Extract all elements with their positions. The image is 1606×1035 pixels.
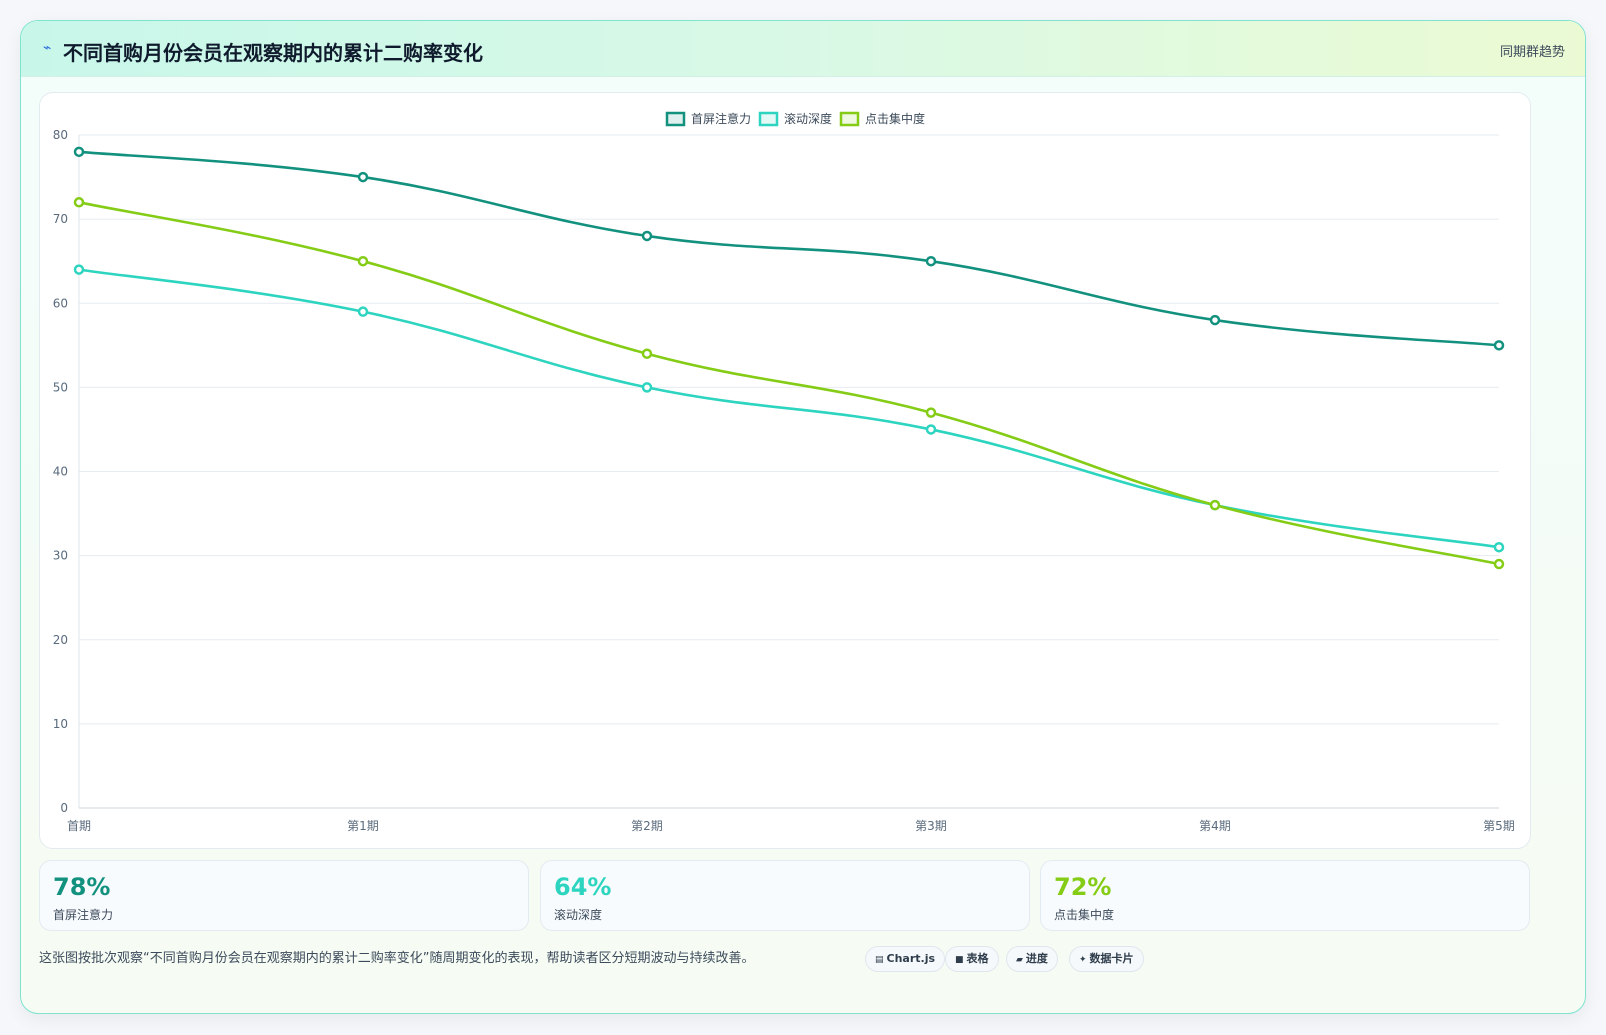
- x-tick-label: 第1期: [347, 819, 379, 833]
- legend-label: 点击集中度: [865, 111, 925, 126]
- stat-label: 滚动深度: [554, 908, 603, 922]
- x-tick-label: 第2期: [631, 819, 663, 833]
- x-tick-label: 第4期: [1199, 819, 1231, 833]
- stat-label: 首屏注意力: [53, 908, 114, 922]
- series-line-2: [78, 268, 1500, 549]
- legend-swatch: [758, 111, 779, 127]
- chip-data-card[interactable]: ✦ 数据卡片: [1069, 946, 1144, 972]
- stat-card-attention: 78% 首屏注意力: [39, 860, 529, 931]
- stat-card-click: 72% 点击集中度: [1040, 860, 1530, 931]
- header-tag: 同期群趋势: [1499, 45, 1565, 60]
- chip-label: Chart.js: [886, 952, 936, 965]
- data-point: [925, 407, 937, 418]
- chip-label: 表格: [966, 952, 989, 965]
- chip-table[interactable]: ■ 表格: [945, 946, 999, 972]
- stat-value: 78%: [53, 873, 111, 901]
- stat-card-scroll: 64% 滚动深度: [540, 860, 1030, 931]
- series-line-3: [78, 201, 1500, 566]
- stat-value: 64%: [554, 873, 612, 901]
- x-tick-label: 首期: [67, 819, 91, 833]
- data-point: [357, 255, 369, 267]
- y-tick-label: 20: [53, 633, 68, 647]
- progress-icon: ▰: [1016, 955, 1023, 965]
- data-point: [357, 306, 369, 317]
- legend-label: 滚动深度: [784, 111, 832, 126]
- data-point: [1493, 541, 1505, 553]
- y-tick-label: 40: [53, 465, 68, 479]
- line-chart: 0 10 20 30 40 50 60 70 80 首期 第1期 第2期 第3期 第4期 第5期 首屏注意力 滚…: [53, 111, 1515, 833]
- chip-progress[interactable]: ▰ 进度: [1006, 946, 1058, 972]
- data-point: [1209, 314, 1221, 326]
- stat-label: 点击集中度: [1054, 908, 1115, 922]
- y-tick-label: 10: [53, 717, 68, 731]
- card-header: ⌁ 不同首购月份会员在观察期内的累计二购率变化 同期群趋势: [21, 21, 1585, 77]
- series-line-1: [78, 150, 1500, 347]
- page-title: 不同首购月份会员在观察期内的累计二购率变化: [63, 41, 483, 65]
- data-point: [641, 382, 653, 393]
- x-tick-label: 第5期: [1483, 819, 1515, 833]
- data-point: [1209, 499, 1221, 511]
- data-point: [925, 424, 937, 435]
- sparkle-icon: ✦: [1079, 955, 1087, 965]
- data-point: [1493, 340, 1505, 351]
- data-point: [641, 348, 653, 359]
- y-tick-label: 50: [53, 380, 68, 394]
- data-point: [73, 264, 85, 275]
- y-tick-label: 70: [53, 212, 68, 226]
- legend-swatch: [839, 111, 860, 127]
- data-point: [641, 230, 653, 242]
- data-point: [925, 255, 937, 267]
- chart-icon: ▤: [875, 955, 884, 965]
- chart-card: ⌁ 不同首购月份会员在观察期内的累计二购率变化 同期群趋势 0 10 20 30 40 5…: [20, 20, 1586, 1014]
- stat-value: 72%: [1054, 873, 1112, 901]
- data-point: [73, 197, 85, 208]
- table-icon: ■: [955, 955, 964, 965]
- y-tick-label: 60: [53, 296, 68, 310]
- footer-note: 这张图按批次观察“不同首购月份会员在观察期内的累计二购率变化”随周期变化的表现，…: [39, 951, 755, 966]
- chip-label: 数据卡片: [1089, 952, 1134, 965]
- zap-icon: ⌁: [43, 40, 52, 56]
- data-point: [1493, 558, 1505, 570]
- x-tick-label: 第3期: [915, 819, 947, 833]
- data-point: [357, 171, 369, 183]
- y-tick-label: 30: [53, 549, 68, 563]
- chip-label: 进度: [1025, 952, 1048, 965]
- legend-label: 首屏注意力: [691, 111, 751, 126]
- chart-area: 0 10 20 30 40 50 60 70 80 首期 第1期 第2期 第3期 第4期 第5期 首屏注意力 滚…: [39, 92, 1531, 849]
- y-tick-label: 0: [60, 801, 68, 815]
- legend-swatch: [665, 111, 686, 127]
- chip-chartjs[interactable]: ▤ Chart.js: [865, 946, 946, 972]
- y-tick-label: 80: [53, 128, 68, 142]
- data-point: [73, 146, 85, 158]
